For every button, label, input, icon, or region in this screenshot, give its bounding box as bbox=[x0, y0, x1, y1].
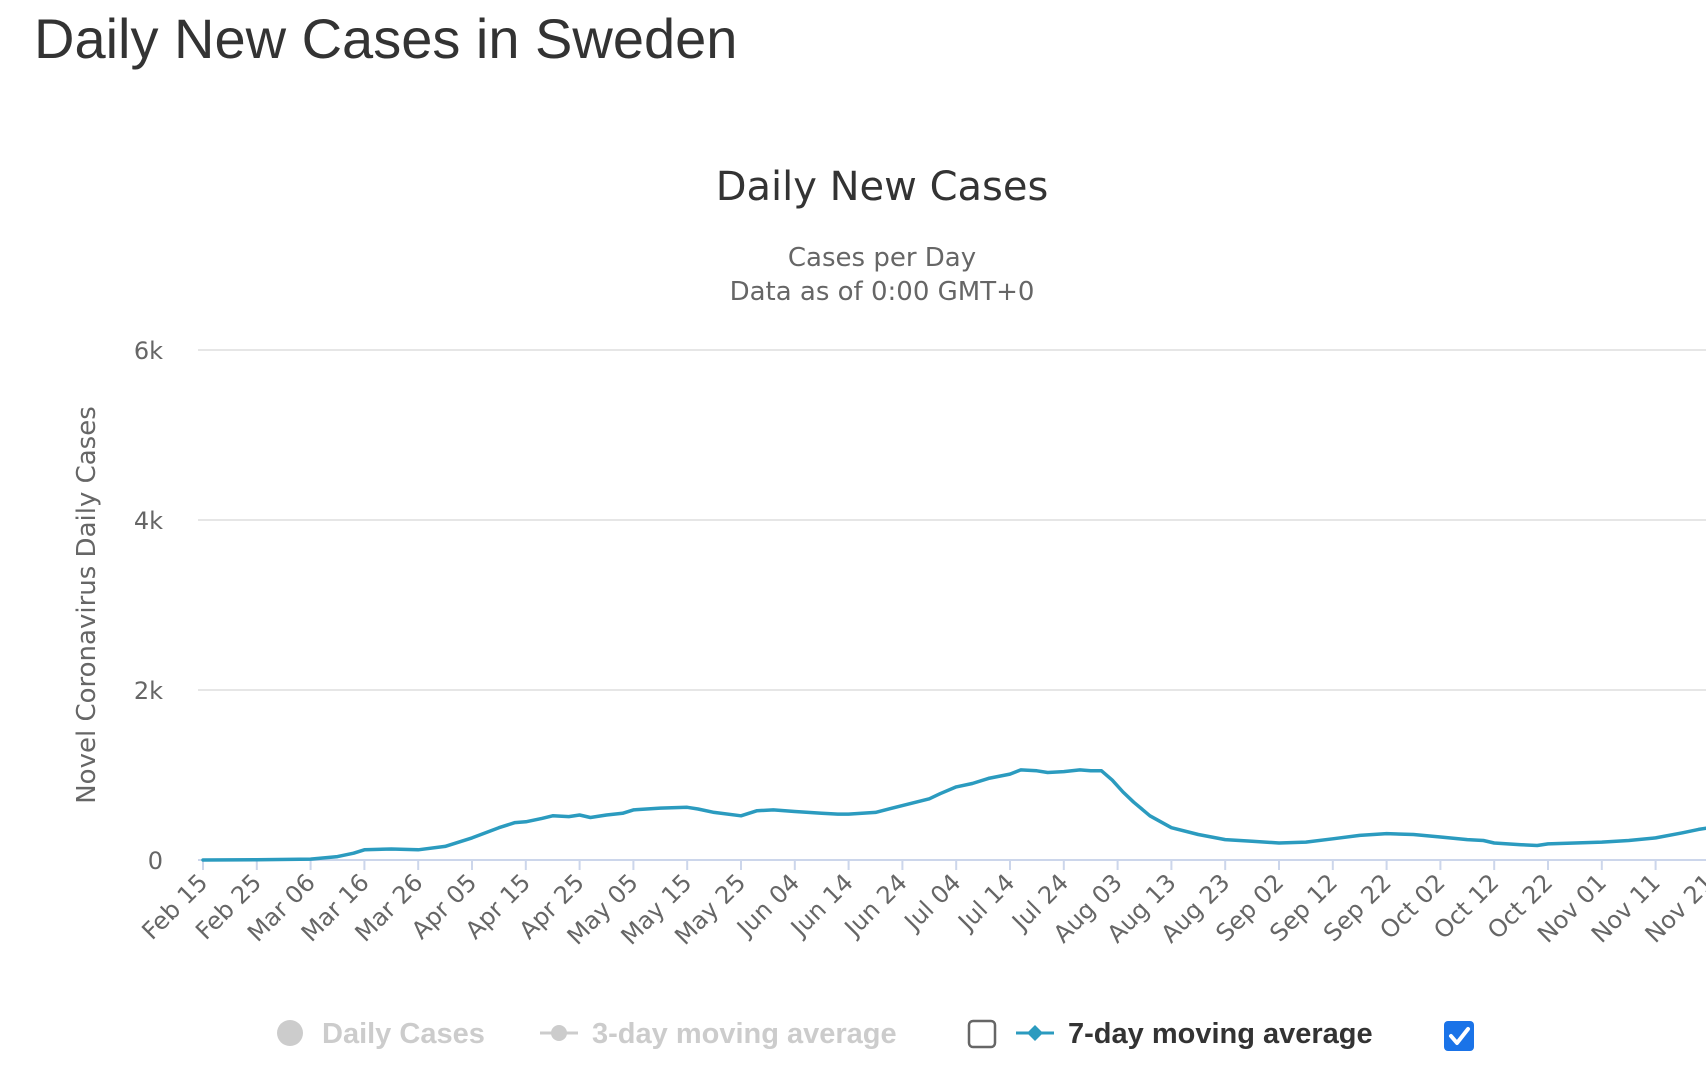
y-tick-label: 2k bbox=[134, 677, 163, 705]
page-title: Daily New Cases in Sweden bbox=[34, 7, 738, 70]
legend-item-7-day-moving-average[interactable]: 7-day moving average bbox=[1016, 1018, 1373, 1050]
legend-label: Daily Cases bbox=[322, 1018, 485, 1050]
series-line-7-day-moving-average bbox=[201, 768, 1706, 862]
checkbox-7-day[interactable] bbox=[1444, 1021, 1474, 1051]
diamond-marker-icon bbox=[1027, 1025, 1043, 1041]
check-icon bbox=[1449, 1027, 1470, 1045]
chart-subtitle-line2: Data as of 0:00 GMT+0 bbox=[730, 277, 1035, 307]
y-tick-label: 0 bbox=[148, 847, 163, 875]
legend-item-3-day-moving-average[interactable]: 3-day moving average bbox=[540, 1018, 897, 1050]
line-marker-dot-icon bbox=[551, 1025, 567, 1041]
y-tick-label: 6k bbox=[134, 337, 163, 365]
checkbox-box bbox=[1444, 1021, 1474, 1051]
legend-label: 7-day moving average bbox=[1068, 1018, 1373, 1050]
checkbox-3-day[interactable] bbox=[967, 1019, 997, 1049]
y-tick-label: 4k bbox=[134, 507, 163, 535]
x-tick-label: Jul 04 bbox=[898, 868, 967, 937]
x-tick-label: Jul 14 bbox=[952, 868, 1021, 937]
chart-subtitle-line1: Cases per Day bbox=[788, 243, 976, 273]
legend-item-daily-cases[interactable]: Daily Cases bbox=[277, 1018, 485, 1050]
legend-label: 3-day moving average bbox=[592, 1018, 897, 1050]
circle-marker-icon bbox=[277, 1020, 303, 1046]
y-axis-title: Novel Coronavirus Daily Cases bbox=[72, 406, 102, 804]
chart-title: Daily New Cases bbox=[716, 164, 1049, 210]
